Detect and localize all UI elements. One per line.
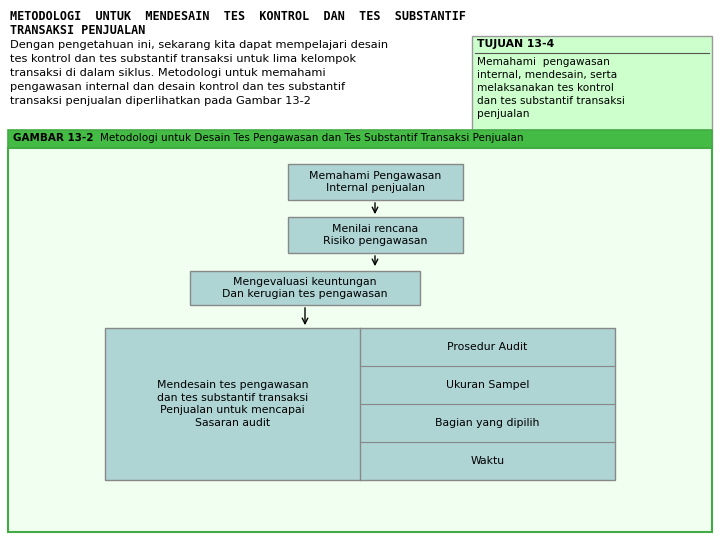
Text: Memahami  pengawasan: Memahami pengawasan: [477, 57, 610, 67]
Text: TRANSAKSI PENJUALAN: TRANSAKSI PENJUALAN: [10, 24, 145, 37]
Text: melaksanakan tes kontrol: melaksanakan tes kontrol: [477, 83, 614, 93]
Text: tes kontrol dan tes substantif transaksi untuk lima kelompok: tes kontrol dan tes substantif transaksi…: [10, 54, 356, 64]
FancyBboxPatch shape: [287, 217, 462, 253]
Text: Waktu: Waktu: [470, 456, 505, 466]
Text: Mendesain tes pengawasan
dan tes substantif transaksi
Penjualan untuk mencapai
S: Mendesain tes pengawasan dan tes substan…: [157, 380, 308, 428]
Text: GAMBAR 13-2: GAMBAR 13-2: [13, 133, 94, 143]
Text: TUJUAN 13-4: TUJUAN 13-4: [477, 39, 554, 49]
FancyBboxPatch shape: [105, 328, 615, 480]
Text: dan tes substantif transaksi: dan tes substantif transaksi: [477, 96, 625, 106]
FancyBboxPatch shape: [472, 36, 712, 148]
Text: Ukuran Sampel: Ukuran Sampel: [446, 380, 529, 390]
Text: Bagian yang dipilih: Bagian yang dipilih: [436, 418, 540, 428]
FancyBboxPatch shape: [190, 271, 420, 305]
Text: METODOLOGI  UNTUK  MENDESAIN  TES  KONTROL  DAN  TES  SUBSTANTIF: METODOLOGI UNTUK MENDESAIN TES KONTROL D…: [10, 10, 466, 23]
Text: Prosedur Audit: Prosedur Audit: [447, 342, 528, 352]
Text: Menilai rencana
Risiko pengawasan: Menilai rencana Risiko pengawasan: [323, 224, 427, 246]
FancyBboxPatch shape: [8, 130, 712, 148]
Text: transaksi penjualan diperlihatkan pada Gambar 13-2: transaksi penjualan diperlihatkan pada G…: [10, 96, 311, 106]
FancyBboxPatch shape: [287, 164, 462, 200]
FancyBboxPatch shape: [8, 148, 712, 532]
Text: pengawasan internal dan desain kontrol dan tes substantif: pengawasan internal dan desain kontrol d…: [10, 82, 345, 92]
Text: Metodologi untuk Desain Tes Pengawasan dan Tes Substantif Transaksi Penjualan: Metodologi untuk Desain Tes Pengawasan d…: [100, 133, 523, 143]
Text: internal, mendesain, serta: internal, mendesain, serta: [477, 70, 617, 80]
Text: Dengan pengetahuan ini, sekarang kita dapat mempelajari desain: Dengan pengetahuan ini, sekarang kita da…: [10, 40, 388, 50]
Text: penjualan: penjualan: [477, 109, 529, 119]
Text: Mengevaluasi keuntungan
Dan kerugian tes pengawasan: Mengevaluasi keuntungan Dan kerugian tes…: [222, 277, 388, 299]
Text: Memahami Pengawasan
Internal penjualan: Memahami Pengawasan Internal penjualan: [309, 171, 441, 193]
Text: transaksi di dalam siklus. Metodologi untuk memahami: transaksi di dalam siklus. Metodologi un…: [10, 68, 325, 78]
